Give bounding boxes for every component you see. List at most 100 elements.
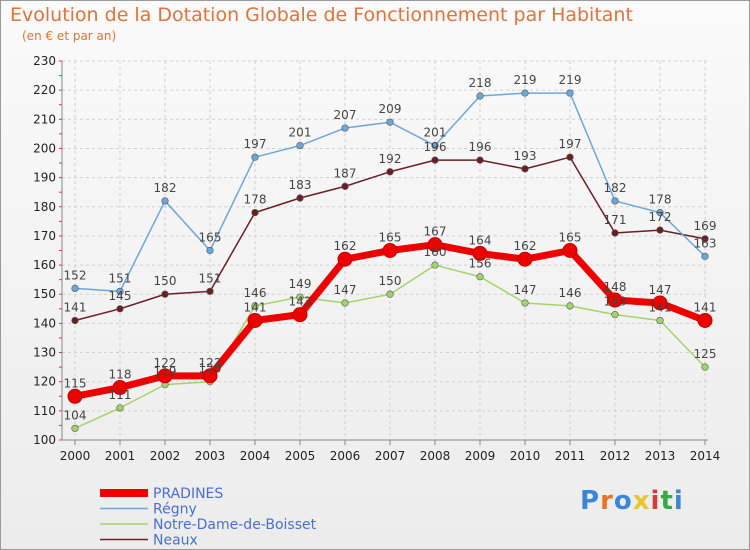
data-label: 119 [154, 365, 177, 379]
data-point [341, 299, 349, 307]
data-point [206, 246, 214, 255]
data-point [386, 168, 394, 176]
legend-label: PRADINES [153, 486, 223, 502]
data-point [521, 89, 529, 97]
data-label: 193 [514, 149, 537, 163]
data-label: 141 [64, 300, 87, 314]
data-label: 182 [154, 181, 177, 195]
data-label: 207 [334, 108, 357, 122]
data-point [521, 299, 529, 307]
data-label: 162 [514, 239, 537, 253]
x-tick-label: 2012 [600, 449, 631, 463]
x-tick-label: 2010 [510, 449, 541, 463]
data-label: 104 [64, 408, 87, 422]
data-label: 122 [154, 356, 177, 370]
x-tick-label: 2011 [555, 449, 586, 463]
logo-letter: o [613, 486, 633, 516]
data-label: 115 [64, 376, 87, 390]
data-label: 178 [244, 193, 267, 207]
data-point [161, 197, 169, 205]
y-tick-label: 110 [33, 404, 56, 418]
x-tick-label: 2004 [240, 449, 271, 463]
data-point [341, 124, 349, 132]
data-label: 147 [649, 283, 672, 297]
data-point [476, 92, 484, 100]
data-point [521, 165, 529, 173]
data-point [701, 252, 709, 260]
data-label: 156 [469, 257, 492, 271]
data-label: 148 [604, 280, 627, 294]
data-point [292, 307, 308, 323]
data-label: 146 [559, 286, 582, 300]
x-tick-label: 2008 [420, 449, 451, 463]
data-point [71, 316, 79, 325]
data-point [431, 261, 439, 269]
data-label: 120 [199, 362, 222, 376]
data-point [656, 316, 664, 325]
data-point [607, 292, 623, 308]
data-label: 111 [109, 388, 132, 402]
data-label: 151 [199, 271, 222, 285]
data-label: 167 [424, 225, 447, 239]
logo-letter: x [632, 486, 651, 516]
x-tick-label: 2013 [645, 449, 676, 463]
data-label: 150 [154, 274, 177, 288]
data-point [161, 290, 169, 298]
data-label: 163 [694, 236, 717, 250]
data-point [71, 424, 79, 432]
data-point [251, 209, 259, 217]
x-tick-label: 2003 [195, 449, 226, 463]
data-label: 146 [244, 286, 267, 300]
data-point [341, 182, 349, 190]
data-label: 183 [289, 178, 312, 192]
data-label: 122 [199, 356, 222, 370]
data-label: 201 [424, 126, 447, 140]
data-label: 171 [604, 213, 627, 227]
y-tick-label: 170 [33, 229, 56, 243]
x-tick-label: 2009 [465, 449, 496, 463]
x-tick-label: 2000 [60, 449, 91, 463]
data-point [206, 287, 214, 295]
proxiti-logo: Proxiti [580, 486, 684, 516]
data-point [701, 363, 709, 371]
data-point [112, 380, 128, 396]
y-tick-label: 200 [33, 141, 56, 155]
data-point [476, 156, 484, 164]
data-label: 118 [109, 368, 132, 382]
data-point [382, 243, 398, 258]
y-tick-label: 160 [33, 258, 56, 272]
data-point [476, 273, 484, 281]
data-label: 197 [559, 137, 582, 151]
data-label: 141 [649, 300, 672, 314]
data-point [386, 118, 394, 126]
data-point [247, 312, 263, 328]
y-tick-label: 140 [33, 316, 56, 330]
data-label: 169 [694, 219, 717, 233]
data-point [67, 388, 83, 404]
x-tick-label: 2007 [375, 449, 406, 463]
legend-label: Neaux [153, 533, 198, 549]
data-point [562, 243, 578, 258]
data-label: 147 [514, 283, 537, 297]
x-tick-label: 2005 [285, 449, 316, 463]
data-point [431, 156, 439, 164]
y-tick-label: 230 [33, 54, 56, 68]
data-label: 187 [334, 166, 357, 180]
data-point [652, 295, 668, 311]
data-point [431, 141, 439, 150]
data-label: 143 [604, 295, 627, 309]
data-label: 151 [109, 271, 132, 285]
data-point [472, 245, 488, 261]
data-point [566, 89, 574, 97]
data-label: 209 [379, 102, 402, 116]
y-tick-label: 190 [33, 171, 56, 185]
data-point [296, 194, 304, 202]
data-point [517, 251, 533, 267]
data-label: 196 [424, 140, 447, 154]
data-point [251, 153, 259, 161]
data-point [566, 153, 574, 161]
y-tick-label: 120 [33, 375, 56, 389]
logo-letter: r [600, 486, 614, 516]
